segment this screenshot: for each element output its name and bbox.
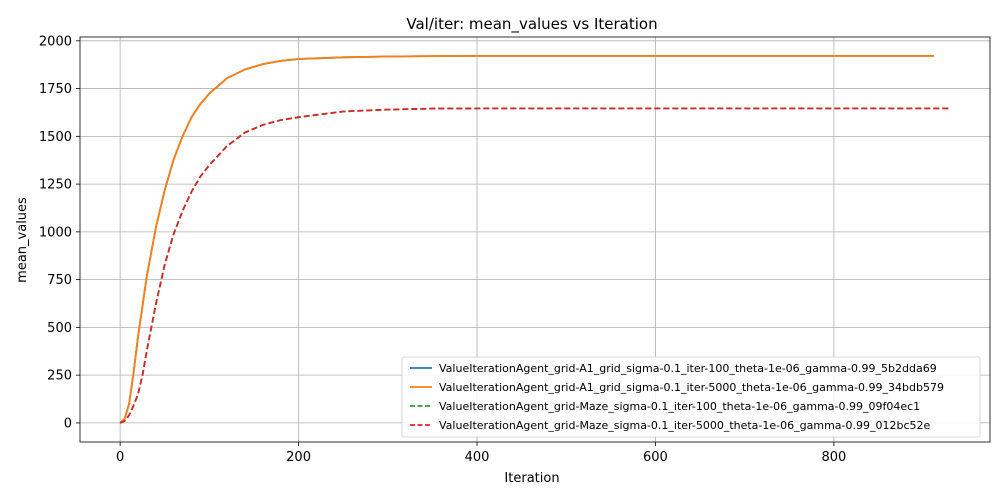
y-tick-label: 1000	[39, 225, 72, 240]
y-tick-label: 750	[47, 273, 72, 288]
legend-entry-label: ValueIterationAgent_grid-A1_grid_sigma-0…	[439, 362, 937, 375]
y-tick-label: 500	[47, 321, 72, 336]
x-tick-label: 800	[821, 450, 846, 465]
legend: ValueIterationAgent_grid-A1_grid_sigma-0…	[401, 356, 981, 438]
y-tick-label: 1750	[39, 82, 72, 97]
plot-frame	[79, 36, 991, 443]
legend-box	[401, 356, 981, 438]
series-line-4	[119, 107, 950, 424]
series-layer	[119, 55, 950, 424]
x-axis-label: Iteration	[504, 471, 559, 486]
legend-entry-label: ValueIterationAgent_grid-A1_grid_sigma-0…	[439, 381, 944, 394]
series-line-2	[119, 55, 934, 424]
chart-title: Val/iter: mean_values vs Iteration	[406, 15, 657, 34]
x-tick-label: 200	[286, 450, 311, 465]
y-tick-label: 1500	[39, 130, 72, 145]
y-tick-label: 0	[64, 416, 72, 431]
y-tick-label: 250	[47, 369, 72, 384]
y-tick-label: 1250	[39, 178, 72, 193]
tick-layer: 0 200 400 600 800 0 250 500 750 1000 1250 1500 1750 2…	[39, 34, 846, 465]
legend-entry-label: ValueIterationAgent_grid-Maze_sigma-0.1_…	[439, 400, 920, 413]
x-tick-label: 0	[116, 450, 124, 465]
y-axis-label: mean_values	[15, 197, 30, 283]
y-tick-label: 2000	[39, 34, 72, 49]
legend-entry-label: ValueIterationAgent_grid-Maze_sigma-0.1_…	[439, 419, 931, 432]
x-tick-label: 600	[643, 450, 668, 465]
x-tick-label: 400	[465, 450, 490, 465]
